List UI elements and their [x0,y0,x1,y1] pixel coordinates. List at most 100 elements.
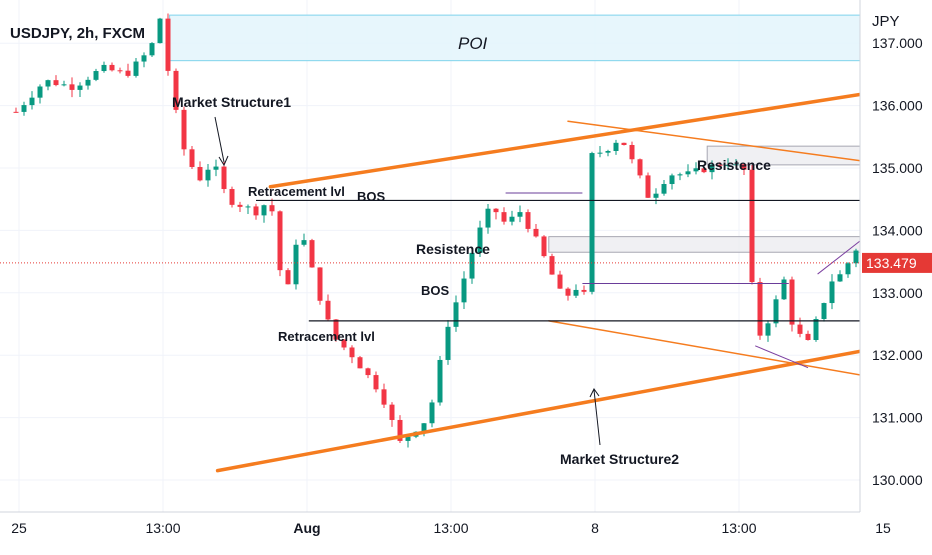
candle-body [213,166,219,170]
candle-body [309,240,315,268]
candle-body [149,43,155,56]
candle-body [197,166,203,181]
candle-body [269,205,275,212]
candle-body [205,169,211,181]
candle-body [165,18,171,71]
resistance-upper-label: Resistence [697,157,771,173]
candle-body [237,204,243,207]
candle-body [669,175,675,185]
candle-body [853,250,859,264]
candle-body [781,279,787,300]
candle-body [325,300,331,320]
time-tick-label: 13:00 [433,520,468,536]
price-tick-label: 130.000 [872,472,923,488]
candle-body [109,64,115,71]
candle-body [189,149,195,167]
candle-body [53,80,59,86]
candle-body [469,252,475,279]
candle-body [757,282,763,336]
symbol-title: USDJPY, 2h, FXCM [10,25,145,42]
candle-body [725,165,731,167]
candle-body [645,175,651,198]
candle-body [525,212,531,229]
candle-body [333,319,339,340]
candle-body [765,323,771,336]
candle-body [565,288,571,296]
candle-body [37,86,43,98]
candle-body [573,289,579,296]
candle-body [173,70,179,110]
time-tick-label: Aug [293,520,320,536]
price-axis[interactable]: 130.000 131.000 132.000 133.000 134.000 135.0… [859,0,932,550]
candle-body [621,142,627,146]
candle-body [397,419,403,441]
currency-label: JPY [872,13,900,30]
price-tick-label: 132.000 [872,347,923,363]
candle-body [421,423,427,432]
candle-body [797,324,803,334]
upper-mid-trendline [567,120,932,172]
drawing-lines-layer [0,81,932,473]
candle-body [21,105,27,112]
price-axis-background [860,0,932,550]
market-structure-2-arrowhead [589,388,600,398]
candle-body [709,164,715,173]
candle-body [517,212,523,217]
price-tick-label: 135.000 [872,160,923,176]
candle-body [69,84,75,90]
candle-body [253,206,259,216]
candle-body [125,70,131,76]
candle-body [245,206,251,208]
retracement-lower-label: Retracement lvl [278,329,375,344]
candle-body [501,212,507,222]
candle-body [77,85,83,90]
candle-body [117,70,123,72]
candle-body [389,404,395,420]
candle-body [229,189,235,205]
bos-upper-label: BOS [357,189,386,204]
poi-label: POI [458,34,488,53]
market-structure-1-arrowhead [218,155,229,167]
candle-body [381,389,387,405]
candle-body [789,279,795,325]
price-tick-label: 131.000 [872,410,923,426]
resistance-lower-zone [548,236,876,253]
market-structure-1-label: Market Structure1 [172,94,291,110]
candle-body [405,436,411,441]
candle-body [317,267,323,301]
candle-body [701,168,707,173]
candle-body [293,244,299,285]
candle-body [589,153,595,292]
candle-body [301,240,307,245]
candle-body [261,205,267,216]
candle-body [157,18,163,44]
poi-zone [169,14,932,62]
candle-body [661,184,667,194]
candle-body [461,278,467,303]
candle-body [133,61,139,76]
current-price-label: 133.479 [866,255,917,271]
retracement-upper-label: Retracement lvl [248,184,345,199]
candle-body [373,375,379,390]
candle-body [821,303,827,320]
candle-body [813,319,819,340]
candle-body [61,84,67,86]
candle-body [141,55,147,62]
price-tick-label: 133.000 [872,285,923,301]
candle-body [485,208,491,228]
candle-body [429,402,435,424]
price-tick-label: 134.000 [872,222,923,238]
candle-body [629,145,635,160]
candle-body [181,109,187,150]
candle-body [221,166,227,190]
candle-body [637,159,643,176]
candle-body [685,171,691,175]
candle-body [453,302,459,327]
candle-body [445,326,451,360]
candle-body [677,174,683,176]
candle-body [557,274,563,289]
candle-body [45,80,51,87]
